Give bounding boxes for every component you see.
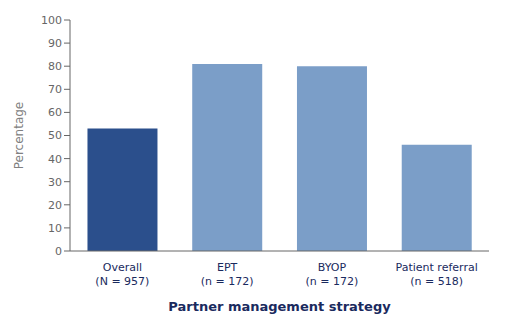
svg-text:50: 50 bbox=[48, 129, 62, 142]
svg-text:BYOP(n = 172): BYOP(n = 172) bbox=[305, 261, 358, 288]
svg-text:30: 30 bbox=[48, 176, 62, 189]
svg-text:Patient referral(n = 518): Patient referral(n = 518) bbox=[396, 261, 478, 288]
svg-text:20: 20 bbox=[48, 199, 62, 212]
svg-text:EPT(n = 172): EPT(n = 172) bbox=[201, 261, 254, 288]
svg-text:10: 10 bbox=[48, 222, 62, 235]
svg-text:80: 80 bbox=[48, 60, 62, 73]
svg-text:Overall(N = 957): Overall(N = 957) bbox=[95, 261, 149, 288]
svg-text:Partner management strategy: Partner management strategy bbox=[168, 299, 391, 314]
svg-text:70: 70 bbox=[48, 83, 62, 96]
svg-text:90: 90 bbox=[48, 37, 62, 50]
svg-text:Percentage: Percentage bbox=[12, 102, 26, 170]
svg-text:100: 100 bbox=[41, 14, 62, 27]
svg-text:60: 60 bbox=[48, 106, 62, 119]
svg-text:40: 40 bbox=[48, 153, 62, 166]
svg-text:0: 0 bbox=[55, 245, 62, 258]
